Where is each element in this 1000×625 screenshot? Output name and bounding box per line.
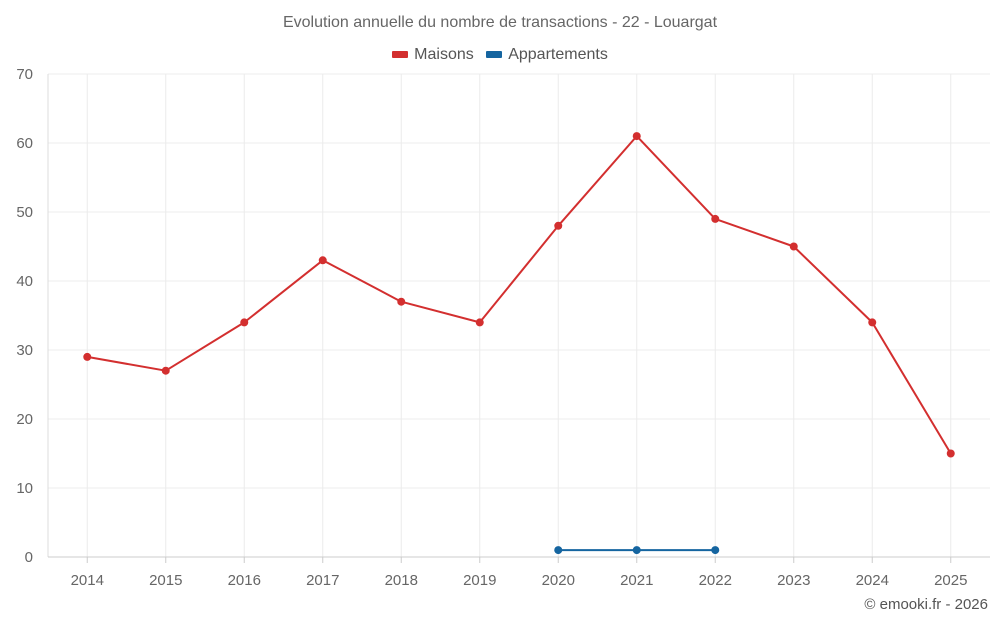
y-tick-label-0: 0 [25, 549, 33, 566]
x-tick-label-2014: 2014 [71, 572, 104, 589]
y-tick-label-30: 30 [16, 342, 33, 359]
legend-swatch-maisons [392, 51, 409, 58]
legend: Maisons Appartements [0, 45, 1000, 64]
grid-lines [48, 73, 990, 557]
x-axis-tick-labels: 2014 2015 2016 2017 2018 2019 2020 2021 2022 2023… [71, 572, 968, 589]
chart-title: Evolution annuelle du nombre de transact… [282, 14, 718, 31]
legend-item-appartements[interactable]: Appartements [486, 46, 608, 64]
data-series [83, 132, 955, 555]
point-maisons-2015 [161, 366, 170, 375]
y-tick-label-70: 70 [16, 66, 33, 83]
y-tick-label-20: 20 [16, 411, 33, 428]
credit-text: © emooki.fr - 2026 [864, 596, 988, 613]
legend-label-maisons: Maisons [414, 45, 474, 63]
point-maisons-2018 [397, 297, 406, 306]
x-tick-label-2024: 2024 [856, 572, 889, 589]
x-tick-label-2015: 2015 [149, 572, 182, 589]
point-appartements-2022 [711, 546, 720, 555]
point-maisons-2017 [318, 256, 327, 265]
point-maisons-2014 [83, 352, 92, 361]
x-tick-label-2021: 2021 [620, 572, 653, 589]
point-appartements-2021 [632, 546, 641, 555]
y-tick-label-60: 60 [16, 135, 33, 152]
series-line-maisons [87, 135, 952, 455]
point-maisons-2022 [711, 214, 720, 223]
x-tick-label-2025: 2025 [934, 572, 967, 589]
x-tick-label-2018: 2018 [385, 572, 418, 589]
point-maisons-2020 [554, 221, 563, 230]
y-tick-label-50: 50 [16, 204, 33, 221]
x-tick-label-2019: 2019 [463, 572, 496, 589]
legend-swatch-appartements [486, 51, 503, 58]
axes [47, 74, 990, 563]
y-axis-tick-labels: 0 10 20 30 40 50 60 70 [16, 66, 33, 566]
y-tick-label-10: 10 [16, 480, 33, 497]
x-tick-label-2020: 2020 [542, 572, 575, 589]
x-tick-label-2023: 2023 [777, 572, 810, 589]
legend-item-maisons[interactable]: Maisons [392, 46, 474, 64]
point-maisons-2019 [475, 318, 484, 327]
legend-label-appartements: Appartements [508, 45, 608, 63]
x-tick-label-2022: 2022 [699, 572, 732, 589]
point-appartements-2020 [554, 546, 563, 555]
x-tick-label-2016: 2016 [228, 572, 261, 589]
y-tick-label-40: 40 [16, 273, 33, 290]
point-maisons-2023 [789, 242, 798, 251]
point-maisons-2024 [868, 318, 877, 327]
point-maisons-2016 [240, 318, 249, 327]
x-tick-label-2017: 2017 [306, 572, 339, 589]
point-maisons-2025 [946, 449, 955, 458]
point-maisons-2021 [632, 132, 641, 141]
